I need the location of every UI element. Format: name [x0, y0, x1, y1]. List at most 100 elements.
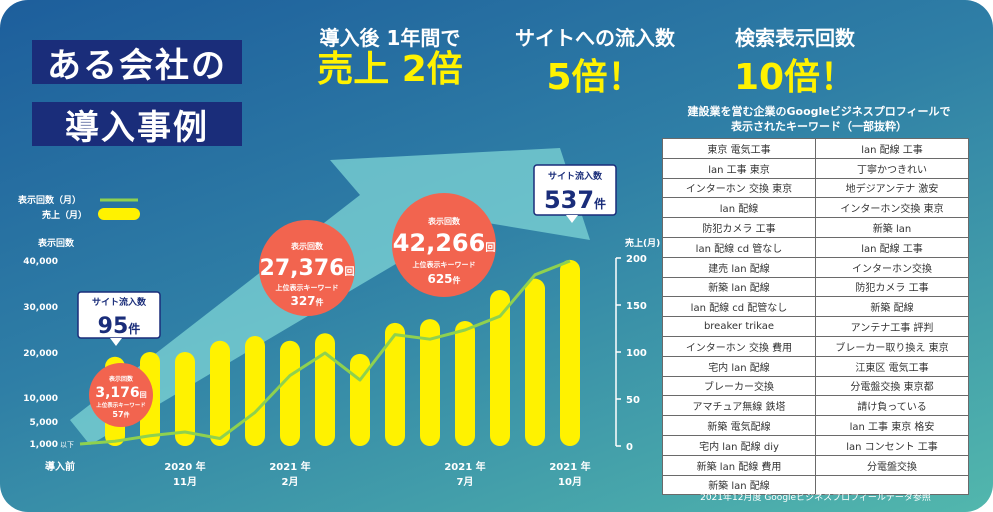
x-tick-sublabel: 11月 — [173, 476, 197, 488]
callout-circle-2: 表示回数 27,376回 上位表示キーワード 327件 — [259, 220, 355, 316]
x-tick-sublabel: 7月 — [457, 476, 474, 488]
keyword-cell: インターホン 交換 費用 — [662, 335, 816, 357]
keyword-row: インターホン 交換 費用 ブレーカー取り換え 東京 — [662, 335, 969, 357]
y-left-tick-label: 30,000 — [23, 303, 58, 313]
sales-impressions-chart: 表示回数（月） 売上（月） 表示回数 売上(月) 40,000 30,000 20,… — [17, 148, 660, 488]
callout-1-label: 表示回数 — [108, 375, 134, 383]
keyword-cell: 地デジアンテナ 激安 — [815, 177, 969, 199]
keyword-cell: lan 配線 工事 — [815, 138, 969, 159]
y-right-tick-label: 150 — [626, 301, 647, 312]
keyword-cell: lan 配線 工事 — [815, 236, 969, 258]
keyword-cell: 丁寧かつきれい — [815, 157, 969, 179]
keyword-cell: ブレーカー交換 — [662, 375, 816, 397]
legend-bar-label: 売上（月） — [42, 209, 87, 221]
callout-2-value: 27,376 — [260, 256, 345, 281]
y-left-tick-label: 40,000 — [23, 257, 58, 267]
keyword-cell: 新築 lan 配線 — [662, 474, 816, 496]
y-left-ticks: 40,000 30,000 20,000 10,000 5,000 1,000 以下 — [23, 257, 74, 450]
keyword-cell: lan 配線 cd 配管なし — [662, 296, 816, 318]
keyword-row: 東京 電気工事 lan 配線 工事 — [662, 138, 969, 159]
keyword-cell: 新築 lan 配線 費用 — [662, 454, 816, 476]
svg-text:537件: 537件 — [544, 186, 606, 214]
keyword-cell — [815, 474, 969, 496]
y-left-tick-label: 5,000 — [30, 418, 58, 428]
y-right-tick-label: 0 — [626, 442, 633, 453]
sales-bar — [350, 353, 370, 446]
x-tick-label: 2021 年 — [444, 460, 485, 473]
keyword-cell: 防犯カメラ 工事 — [662, 217, 816, 238]
keyword-cell: 建売 lan 配線 — [662, 256, 816, 278]
callout-start-unit: 件 — [128, 321, 140, 336]
svg-text:57件: 57件 — [112, 410, 129, 419]
callout-3-kw-label: 上位表示キーワード — [413, 260, 476, 269]
sales-bar — [525, 278, 545, 446]
keyword-cell: lan 配線 cd 管なし — [662, 236, 816, 258]
svg-text:625件: 625件 — [427, 272, 460, 286]
sales-bar — [420, 319, 440, 446]
callout-circle-1: 表示回数 3,176回 上位表示キーワード 57件 — [89, 363, 153, 427]
callout-3-kw-unit: 件 — [453, 275, 461, 285]
keyword-table-title: 建設業を営む企業のGoogleビジネスプロフィールで 表示されたキーワード（一部… — [660, 104, 978, 134]
keyword-cell: インターホン交換 — [815, 256, 969, 278]
callout-1-kw-unit: 件 — [124, 411, 130, 419]
svg-text:3,176回: 3,176回 — [95, 385, 146, 401]
callout-2-kw-label: 上位表示キーワード — [276, 283, 339, 292]
svg-text:27,376回: 27,376回 — [260, 256, 355, 281]
callout-end-unit: 件 — [594, 196, 606, 211]
keyword-cell: 新築 配線 — [815, 296, 969, 318]
headline-impressions: 検索表示回数 10倍！ — [700, 22, 890, 97]
keyword-cell: 新築 電気配線 — [662, 415, 816, 436]
keyword-row: ブレーカー交換 分電盤交換 東京都 — [662, 375, 969, 397]
headline-traffic: サイトへの流入数 5倍！ — [490, 22, 700, 97]
keyword-row: 新築 lan 配線 費用 分電盤交換 — [662, 454, 969, 476]
title-line2: 導入事例 — [32, 102, 242, 148]
y-left-tick-label: 10,000 — [23, 394, 58, 404]
keyword-cell: 新築 lan 配線 — [662, 276, 816, 298]
keyword-row: breaker trikae アンテナ工事 評判 — [662, 316, 969, 337]
sales-bar — [385, 322, 405, 446]
callout-1-unit: 回 — [140, 390, 147, 399]
keyword-table-title-line1: 建設業を営む企業のGoogleビジネスプロフィールで — [687, 105, 951, 118]
keyword-cell: ブレーカー取り換え 東京 — [815, 335, 969, 357]
y-right-tick-label: 200 — [626, 254, 647, 265]
keyword-cell: lan 工事 東京 — [662, 157, 816, 179]
keyword-row: 新築 電気配線 lan 工事 東京 格安 — [662, 415, 969, 436]
callout-end-title: サイト流入数 — [548, 170, 603, 182]
keyword-cell: 宅内 lan 配線 — [662, 355, 816, 377]
keyword-table: 東京 電気工事 lan 配線 工事 lan 工事 東京 丁寧かつきれいインターホン 交… — [662, 138, 969, 496]
x-tick-label: 2020 年 — [164, 460, 205, 473]
keyword-row: 防犯カメラ 工事 新築 lan — [662, 217, 969, 238]
callout-2-unit: 回 — [344, 266, 354, 278]
sales-bar — [490, 289, 510, 446]
keyword-cell: 請け負っている — [815, 395, 969, 417]
headline-traffic-top: サイトへの流入数 — [515, 26, 675, 50]
sales-bars — [105, 259, 580, 446]
x-axis-labels: 導入前 2020 年 11月 2021 年 2月 2021 年 7月 2021 年 10月 — [45, 460, 591, 488]
x-tick-sublabel: 2月 — [282, 476, 299, 488]
keyword-cell: 分電盤交換 — [815, 454, 969, 476]
callout-3-kw: 625 — [427, 272, 452, 286]
keyword-row: 宅内 lan 配線 diy lan コンセント 工事 — [662, 434, 969, 456]
sales-bar — [455, 320, 475, 446]
headline-traffic-big: 5倍！ — [546, 57, 644, 98]
legend-line-label: 表示回数（月） — [17, 194, 81, 206]
sales-bar — [315, 333, 335, 446]
svg-text:42,266回: 42,266回 — [393, 229, 496, 257]
keyword-cell: 分電盤交換 東京都 — [815, 375, 969, 397]
keyword-cell: lan 工事 東京 格安 — [815, 415, 969, 436]
y-right-tick-label: 50 — [626, 395, 640, 406]
keyword-table-title-line2: 表示されたキーワード（一部抜粋） — [731, 120, 907, 133]
y-right-ticks: 0 50 100 150 200 — [616, 254, 647, 453]
callout-1-value: 3,176 — [95, 385, 139, 401]
x-tick-label: 導入前 — [45, 460, 75, 473]
keyword-row: lan 配線 cd 管なし lan 配線 工事 — [662, 236, 969, 258]
keyword-row: 建売 lan 配線 インターホン交換 — [662, 256, 969, 278]
y-right-axis-label: 売上(月) — [625, 237, 660, 249]
y-left-tick-suffix: 以下 — [60, 441, 74, 449]
headline-impressions-top: 検索表示回数 — [735, 26, 855, 50]
callout-start: サイト流入数 95件 — [77, 291, 161, 346]
callout-1-kw: 57 — [112, 410, 123, 419]
callout-start-title: サイト流入数 — [92, 296, 147, 308]
callout-end: サイト流入数 537件 — [533, 164, 617, 223]
keyword-cell: インターホン交換 東京 — [815, 197, 969, 219]
